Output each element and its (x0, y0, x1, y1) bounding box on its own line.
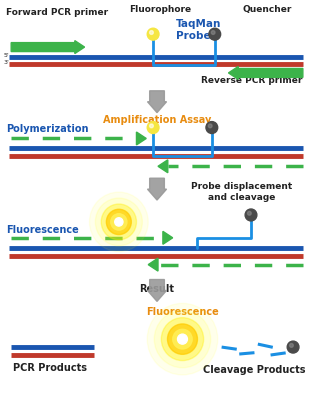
Text: Result: Result (139, 283, 174, 293)
Text: Amplification Assay: Amplification Assay (103, 115, 211, 125)
Circle shape (147, 122, 159, 133)
Text: Forward PCR primer: Forward PCR primer (6, 8, 108, 17)
Text: Probe displacement
and cleavage: Probe displacement and cleavage (190, 182, 292, 201)
FancyArrow shape (228, 66, 303, 79)
Circle shape (290, 344, 293, 347)
Text: Reverse PCR primer: Reverse PCR primer (202, 76, 303, 85)
FancyArrow shape (158, 160, 168, 173)
FancyArrow shape (147, 280, 167, 301)
Text: Fluorescence: Fluorescence (6, 225, 79, 235)
Circle shape (90, 192, 148, 252)
Text: Cleavage Products: Cleavage Products (203, 365, 305, 375)
Circle shape (95, 198, 142, 246)
Text: TaqMan
Probe: TaqMan Probe (176, 19, 221, 41)
Circle shape (147, 28, 159, 40)
Circle shape (211, 31, 215, 34)
Circle shape (208, 124, 212, 128)
Circle shape (150, 124, 153, 128)
Text: 5': 5' (3, 53, 9, 58)
Circle shape (248, 212, 251, 215)
FancyArrow shape (137, 132, 146, 145)
FancyArrow shape (147, 91, 167, 112)
Circle shape (147, 303, 218, 375)
FancyArrow shape (11, 41, 85, 54)
Circle shape (161, 318, 204, 361)
Circle shape (245, 209, 257, 221)
Circle shape (167, 324, 197, 354)
Text: Quencher: Quencher (243, 5, 292, 14)
Text: Polymerization: Polymerization (6, 124, 89, 134)
Text: Fluorophore: Fluorophore (129, 5, 191, 14)
Circle shape (150, 31, 153, 34)
FancyArrow shape (147, 178, 167, 200)
Text: Fluorescence: Fluorescence (146, 307, 219, 317)
Circle shape (111, 214, 127, 230)
Circle shape (287, 341, 299, 353)
Circle shape (206, 122, 218, 133)
Circle shape (106, 209, 131, 234)
Circle shape (154, 311, 211, 368)
Text: PCR Products: PCR Products (13, 363, 87, 373)
Circle shape (209, 28, 221, 40)
FancyArrow shape (148, 258, 158, 271)
Circle shape (173, 329, 192, 349)
Circle shape (101, 204, 137, 240)
Circle shape (178, 334, 187, 344)
FancyArrow shape (163, 231, 173, 244)
Text: 3': 3' (3, 61, 9, 66)
Circle shape (115, 218, 123, 226)
